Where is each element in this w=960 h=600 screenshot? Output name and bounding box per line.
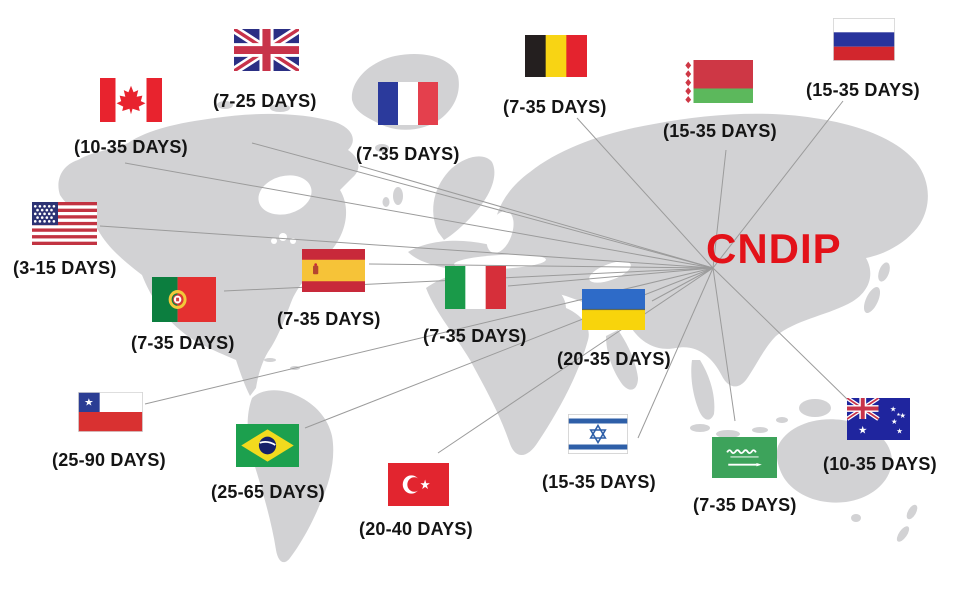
russia-flag-icon [833, 18, 895, 61]
shipping-days-label: (20-40 DAYS) [359, 519, 473, 539]
route-line-turkey [437, 267, 714, 454]
spain-flag-icon [302, 249, 365, 292]
uk-flag-icon [234, 29, 299, 71]
australia-flag-icon: ★ ★ ★ ★ ★ ★ [847, 398, 910, 440]
route-line-italy [507, 267, 714, 287]
route-line-spain [368, 263, 714, 269]
route-line-usa [99, 225, 714, 269]
turkey-flag-icon: ★ [388, 463, 449, 506]
route-line-belarus [712, 149, 727, 269]
svg-text:★: ★ [890, 405, 897, 414]
shipping-days-label: (7-35 DAYS) [503, 97, 607, 117]
shipping-days-label: (7-25 DAYS) [213, 91, 317, 111]
shipping-days-label: (10-35 DAYS) [74, 137, 188, 157]
shipping-days-label: (7-35 DAYS) [277, 309, 381, 329]
route-line-ukraine [651, 267, 714, 302]
svg-text:★: ★ [891, 417, 898, 426]
usa-flag-icon [32, 202, 97, 245]
brazil-flag-icon [236, 424, 299, 467]
shipping-days-label: (7-35 DAYS) [423, 326, 527, 346]
shipping-days-label: (7-35 DAYS) [131, 333, 235, 353]
portugal-flag-icon [152, 277, 216, 322]
svg-text:★: ★ [84, 397, 94, 409]
shipping-days-label: (10-35 DAYS) [823, 454, 937, 474]
canada-flag-icon [100, 78, 162, 122]
belgium-flag-icon [525, 35, 587, 77]
shipping-days-label: (25-90 DAYS) [52, 450, 166, 470]
belarus-flag-icon [683, 60, 753, 103]
shipping-days-label: (20-35 DAYS) [557, 349, 671, 369]
ukraine-flag-icon [582, 289, 645, 330]
france-flag-icon [378, 82, 438, 125]
svg-text:★: ★ [896, 427, 903, 436]
brand-title: CNDIP [706, 225, 842, 272]
svg-text:★: ★ [899, 411, 906, 420]
route-line-russia [712, 100, 844, 269]
route-line-uk [251, 142, 714, 269]
route-line-france [359, 165, 714, 269]
shipping-days-label: (15-35 DAYS) [663, 121, 777, 141]
shipping-days-label: (15-35 DAYS) [542, 472, 656, 492]
shipping-days-label: (25-65 DAYS) [211, 482, 325, 502]
italy-flag-icon [445, 266, 506, 309]
route-line-brazil [304, 267, 714, 429]
saudi-arabia-flag-icon [712, 437, 777, 478]
svg-text:★: ★ [420, 477, 431, 492]
route-line-canada [124, 162, 714, 269]
shipping-days-label: (15-35 DAYS) [806, 80, 920, 100]
shipping-days-label: (7-35 DAYS) [693, 495, 797, 515]
route-line-saudi [712, 267, 736, 422]
svg-text:★: ★ [858, 425, 867, 437]
route-line-belgium [576, 117, 714, 269]
svg-text:★: ★ [896, 412, 900, 418]
route-line-australia [712, 267, 850, 402]
israel-flag-icon [568, 414, 628, 454]
route-line-israel [637, 267, 714, 439]
shipping-days-label: (3-15 DAYS) [13, 258, 117, 278]
shipping-days-label: (7-35 DAYS) [356, 144, 460, 164]
chile-flag-icon: ★ [78, 392, 143, 432]
